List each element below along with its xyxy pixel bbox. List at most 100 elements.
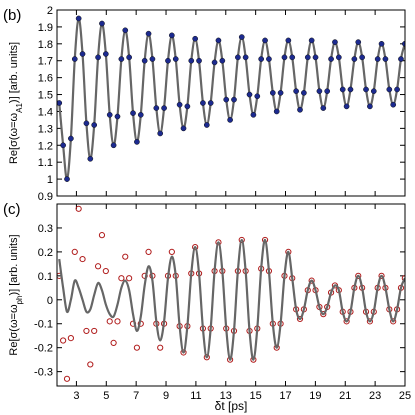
data-point: [118, 275, 125, 282]
data-point: [83, 327, 90, 335]
y-tick-label: -0.3: [34, 367, 53, 379]
data-point: [149, 56, 156, 62]
y-axis-label-part: )] [arb. units]: [8, 42, 20, 103]
data-point: [211, 59, 218, 66]
data-point: [297, 106, 303, 113]
data-point: [94, 263, 102, 270]
y-tick-label: 0: [47, 295, 53, 307]
data-point: [102, 51, 109, 57]
x-tick-label: 11: [190, 390, 201, 402]
data-point: [308, 277, 315, 284]
data-point: [145, 30, 152, 37]
y-tick-label: -0.1: [34, 319, 53, 331]
data-point: [238, 236, 245, 244]
data-point: [386, 86, 393, 93]
x-tick-label: 23: [369, 390, 381, 402]
data-point: [180, 349, 187, 356]
data-point: [231, 96, 237, 103]
data-point: [79, 255, 86, 263]
x-tick-label: 13: [220, 390, 232, 402]
data-point: [137, 111, 144, 118]
data-point: [161, 105, 167, 111]
data-point: [246, 91, 253, 98]
y-tick-label: 1.4: [38, 106, 53, 118]
x-axis-label: δt [ps]: [215, 399, 248, 413]
panel-label: (b): [3, 7, 21, 24]
data-point: [203, 122, 210, 128]
data-point: [355, 39, 362, 45]
data-point: [168, 248, 175, 255]
data-point: [378, 272, 385, 279]
data-point: [238, 34, 245, 40]
data-point: [106, 318, 113, 325]
y-tick-label: -0.2: [34, 343, 53, 355]
data-point: [215, 37, 222, 44]
frame: [56, 203, 406, 387]
frame: [56, 9, 406, 197]
data-point: [269, 90, 276, 96]
panel-label: (c): [3, 201, 21, 218]
data-point: [262, 37, 268, 44]
data-point: [296, 315, 304, 323]
data-point: [301, 90, 307, 96]
y-tick-label: 0.3: [38, 223, 53, 235]
data-point: [172, 56, 179, 62]
data-point: [126, 54, 132, 61]
data-point: [64, 176, 70, 182]
x-tick-label: 19: [309, 390, 321, 402]
data-point: [192, 244, 199, 251]
data-point: [114, 318, 121, 325]
data-point: [320, 311, 327, 318]
data-point: [363, 86, 369, 93]
data-point: [398, 56, 404, 62]
data-point: [235, 54, 241, 61]
data-point: [351, 56, 358, 62]
data-point: [366, 318, 374, 325]
y-tick-label: 1.2: [38, 140, 53, 152]
data-point: [328, 56, 334, 62]
data-point: [60, 337, 67, 344]
y-tick-label: 1.7: [38, 56, 53, 68]
y-tick-label: 1.9: [38, 22, 53, 34]
data-point: [134, 139, 140, 145]
y-tick-label: 1.8: [38, 39, 53, 51]
data-point: [122, 27, 129, 34]
y-axis-label-part: )] [arb. units]: [8, 234, 20, 295]
data-point: [304, 54, 311, 61]
data-point: [130, 110, 136, 116]
x-tick-label: 7: [133, 390, 139, 402]
data-point: [184, 103, 191, 110]
data-point: [293, 88, 299, 95]
data-point: [254, 93, 261, 100]
data-point: [281, 54, 288, 61]
data-point: [266, 56, 272, 62]
data-point: [316, 88, 323, 95]
fit-line: [58, 238, 405, 361]
data-point: [374, 56, 381, 62]
data-point: [133, 344, 141, 351]
y-tick-label: 2: [47, 5, 53, 17]
x-tick-label: 15: [250, 390, 262, 402]
y-tick-label: 1: [47, 174, 53, 186]
data-point: [370, 88, 377, 95]
y-axis-label: Re[σ(ω=ωA1)] [arb. units]: [8, 42, 24, 164]
y-axis-label-part: A1: [15, 103, 24, 113]
y-tick-label: 1.1: [38, 157, 53, 169]
data-point: [145, 248, 152, 255]
data-point: [285, 37, 292, 44]
data-point: [126, 275, 133, 282]
data-point: [87, 361, 94, 368]
data-point: [57, 100, 63, 106]
data-point: [141, 57, 148, 64]
y-tick-label: 1.3: [38, 123, 53, 135]
data-point: [188, 57, 195, 64]
y-tick-label: 1.5: [38, 90, 53, 102]
x-tick-label: 5: [103, 390, 109, 402]
data-point: [339, 86, 346, 93]
data-point: [110, 339, 117, 346]
data-point: [390, 318, 397, 325]
data-point: [91, 327, 98, 335]
data-point: [378, 40, 385, 47]
y-axis-label-part: Re[σ(ω=ω: [8, 112, 20, 164]
